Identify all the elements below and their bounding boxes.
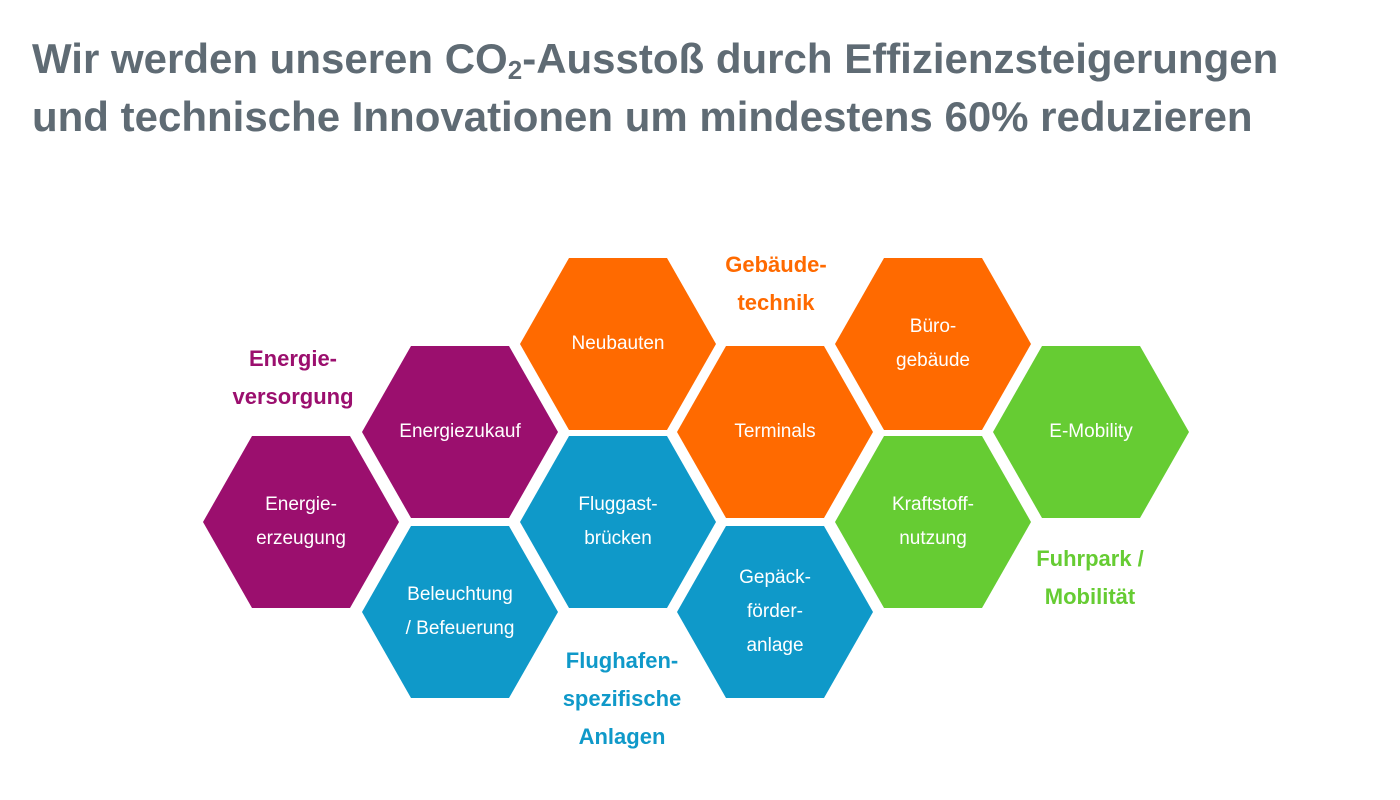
- hex-label: Terminals: [734, 421, 816, 442]
- hex-label: Gepäck- förder- anlage: [739, 567, 811, 656]
- hex-terminals: Terminals: [677, 346, 873, 518]
- hex-emobility: E-Mobility: [993, 346, 1189, 518]
- hex-fluggastbruecken: Fluggast- brücken: [520, 436, 716, 608]
- hex-label: Kraftstoff- nutzung: [891, 494, 974, 549]
- co2-subscript: 2: [507, 55, 523, 85]
- hex-buerogebaeude: Büro- gebäude: [835, 258, 1031, 430]
- hex-label: Energiezukauf: [399, 421, 521, 442]
- hex-label: Beleuchtung / Befeuerung: [405, 584, 515, 639]
- hex-energieerzeugung: Energie- erzeugung: [203, 436, 399, 608]
- hex-gepaeckfoerderanlage: Gepäck- förder- anlage: [677, 526, 873, 698]
- hex-label: Energie- erzeugung: [256, 494, 346, 549]
- group-label-fuhrpark-mobilitaet: Fuhrpark / Mobilität: [1036, 546, 1144, 609]
- group-label-flughafenspezifische-anlagen: Flughafen- spezifische Anlagen: [562, 648, 682, 749]
- hex-beleuchtung-befeuerung: Beleuchtung / Befeuerung: [362, 526, 558, 698]
- page-title: Wir werden unseren CO2-Ausstoß durch Eff…: [32, 35, 1279, 140]
- hex-label: Fluggast- brücken: [578, 494, 658, 549]
- hex-label: Neubauten: [571, 333, 665, 354]
- hex-label: Büro- gebäude: [896, 316, 970, 371]
- hex-neubauten: Neubauten: [520, 258, 716, 430]
- group-label-energieversorgung: Energie- versorgung: [232, 346, 354, 409]
- group-label-gebaeudetechnik: Gebäude- technik: [725, 252, 827, 315]
- hex-kraftstoffnutzung: Kraftstoff- nutzung: [835, 436, 1031, 608]
- hex-label: E-Mobility: [1049, 421, 1133, 442]
